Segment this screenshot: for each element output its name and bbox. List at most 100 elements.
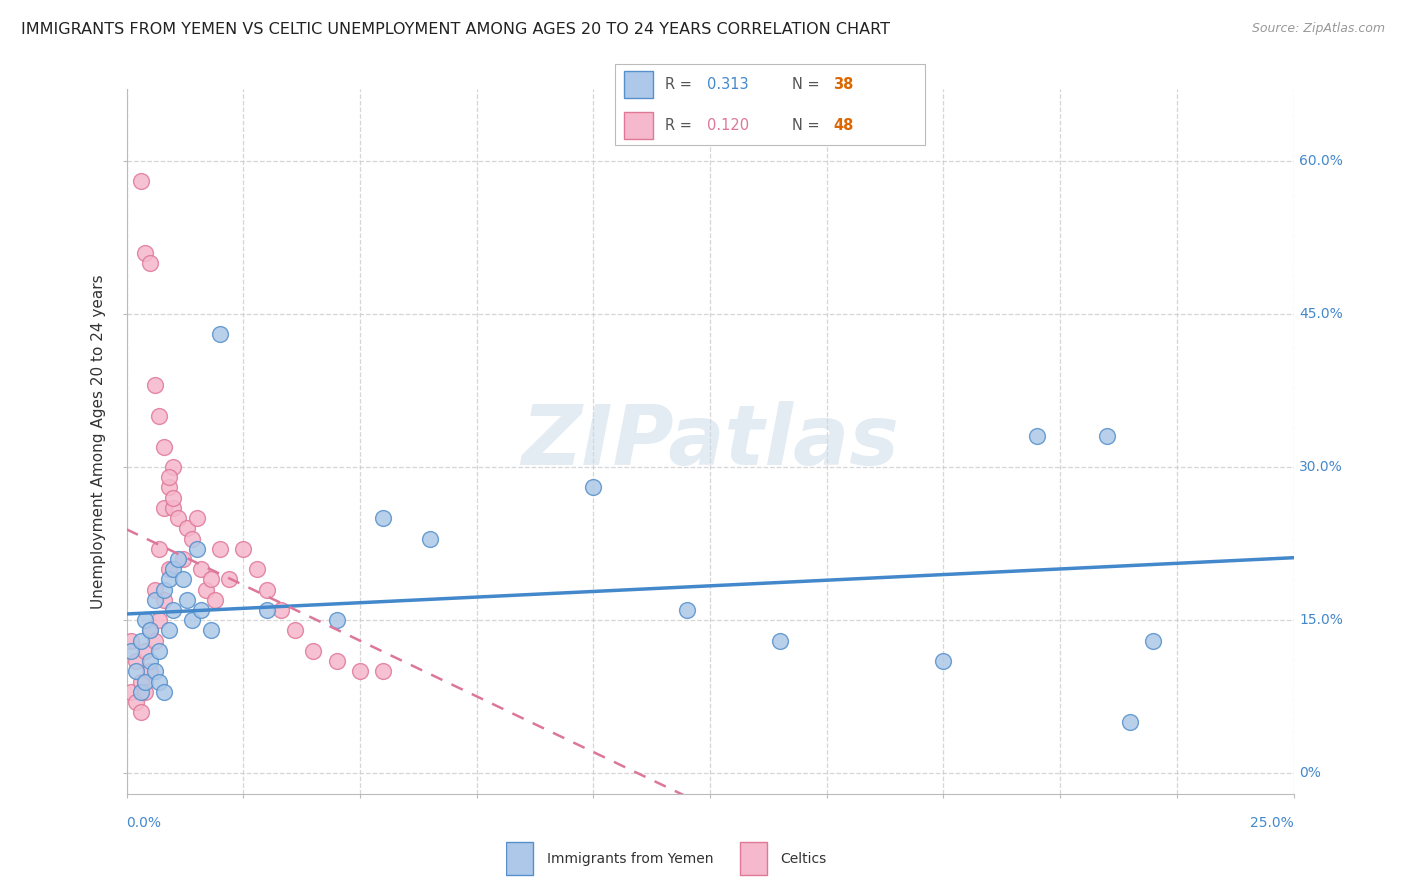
Point bbox=[204, 592, 226, 607]
Text: 45.0%: 45.0% bbox=[1299, 307, 1343, 321]
Point bbox=[200, 624, 222, 638]
Point bbox=[143, 378, 166, 392]
Point bbox=[139, 654, 162, 668]
Point bbox=[325, 654, 347, 668]
Point bbox=[125, 665, 148, 679]
Point bbox=[129, 174, 152, 188]
Point bbox=[157, 481, 180, 495]
Point bbox=[139, 665, 162, 679]
Point bbox=[153, 582, 176, 597]
Point bbox=[139, 624, 162, 638]
Text: 15.0%: 15.0% bbox=[1299, 614, 1343, 627]
Point bbox=[1025, 429, 1047, 443]
Point bbox=[186, 541, 208, 556]
Point bbox=[162, 460, 184, 475]
Point bbox=[157, 573, 180, 587]
Point bbox=[176, 592, 198, 607]
Point bbox=[148, 541, 170, 556]
Point bbox=[129, 674, 152, 689]
Point bbox=[143, 665, 166, 679]
Text: N =: N = bbox=[792, 77, 824, 92]
Point bbox=[167, 511, 190, 525]
Point bbox=[582, 481, 605, 495]
Point bbox=[148, 644, 170, 658]
Point bbox=[134, 674, 156, 689]
Point bbox=[302, 644, 325, 658]
Bar bbox=[624, 71, 652, 98]
Point bbox=[186, 511, 208, 525]
Point bbox=[176, 521, 198, 535]
Text: R =: R = bbox=[665, 77, 697, 92]
Text: IMMIGRANTS FROM YEMEN VS CELTIC UNEMPLOYMENT AMONG AGES 20 TO 24 YEARS CORRELATI: IMMIGRANTS FROM YEMEN VS CELTIC UNEMPLOY… bbox=[21, 22, 890, 37]
Point bbox=[172, 552, 194, 566]
Point bbox=[148, 409, 170, 423]
Point bbox=[125, 695, 148, 709]
Point bbox=[134, 685, 156, 699]
Point bbox=[129, 633, 152, 648]
Bar bbox=[740, 842, 768, 874]
Point bbox=[218, 573, 240, 587]
FancyBboxPatch shape bbox=[614, 64, 925, 145]
Point bbox=[373, 665, 395, 679]
Point bbox=[325, 613, 347, 627]
Point bbox=[256, 603, 278, 617]
Point bbox=[1142, 633, 1164, 648]
Point bbox=[125, 654, 148, 668]
Point bbox=[153, 440, 176, 454]
Point bbox=[246, 562, 269, 576]
Point bbox=[153, 685, 176, 699]
Point bbox=[349, 665, 371, 679]
Point bbox=[120, 633, 142, 648]
Point bbox=[139, 256, 162, 270]
Point bbox=[208, 327, 231, 342]
Text: R =: R = bbox=[665, 118, 697, 133]
Point bbox=[180, 532, 202, 546]
Point bbox=[194, 582, 217, 597]
Point bbox=[129, 705, 152, 719]
Point bbox=[932, 654, 955, 668]
Point bbox=[143, 633, 166, 648]
Point bbox=[373, 511, 395, 525]
Point bbox=[143, 582, 166, 597]
Point bbox=[190, 562, 212, 576]
Text: 0.120: 0.120 bbox=[707, 118, 748, 133]
Point bbox=[172, 573, 194, 587]
Point bbox=[208, 541, 231, 556]
Text: ZIPatlas: ZIPatlas bbox=[522, 401, 898, 482]
Y-axis label: Unemployment Among Ages 20 to 24 years: Unemployment Among Ages 20 to 24 years bbox=[91, 274, 107, 609]
Point bbox=[270, 603, 292, 617]
Point bbox=[769, 633, 792, 648]
Point bbox=[1095, 429, 1118, 443]
Text: 30.0%: 30.0% bbox=[1299, 460, 1343, 474]
Text: 0%: 0% bbox=[1299, 766, 1322, 780]
Point bbox=[134, 245, 156, 260]
Point bbox=[232, 541, 254, 556]
Point bbox=[157, 470, 180, 484]
Text: 0.313: 0.313 bbox=[707, 77, 748, 92]
Text: 38: 38 bbox=[832, 77, 853, 92]
Point bbox=[153, 592, 176, 607]
Point bbox=[129, 685, 152, 699]
Point bbox=[148, 613, 170, 627]
Point bbox=[120, 644, 142, 658]
Point bbox=[162, 562, 184, 576]
Text: 0.0%: 0.0% bbox=[127, 816, 162, 830]
Bar bbox=[624, 112, 652, 139]
Text: 48: 48 bbox=[832, 118, 853, 133]
Point bbox=[134, 613, 156, 627]
Point bbox=[190, 603, 212, 617]
Point bbox=[143, 592, 166, 607]
Text: Immigrants from Yemen: Immigrants from Yemen bbox=[547, 852, 713, 865]
Text: Celtics: Celtics bbox=[780, 852, 827, 865]
Point bbox=[157, 624, 180, 638]
Point bbox=[139, 624, 162, 638]
Text: 25.0%: 25.0% bbox=[1250, 816, 1294, 830]
Point bbox=[162, 603, 184, 617]
Bar bbox=[506, 842, 533, 874]
Point bbox=[162, 491, 184, 505]
Point bbox=[162, 500, 184, 515]
Point bbox=[134, 644, 156, 658]
Point bbox=[284, 624, 307, 638]
Point bbox=[1119, 715, 1142, 730]
Text: 60.0%: 60.0% bbox=[1299, 153, 1343, 168]
